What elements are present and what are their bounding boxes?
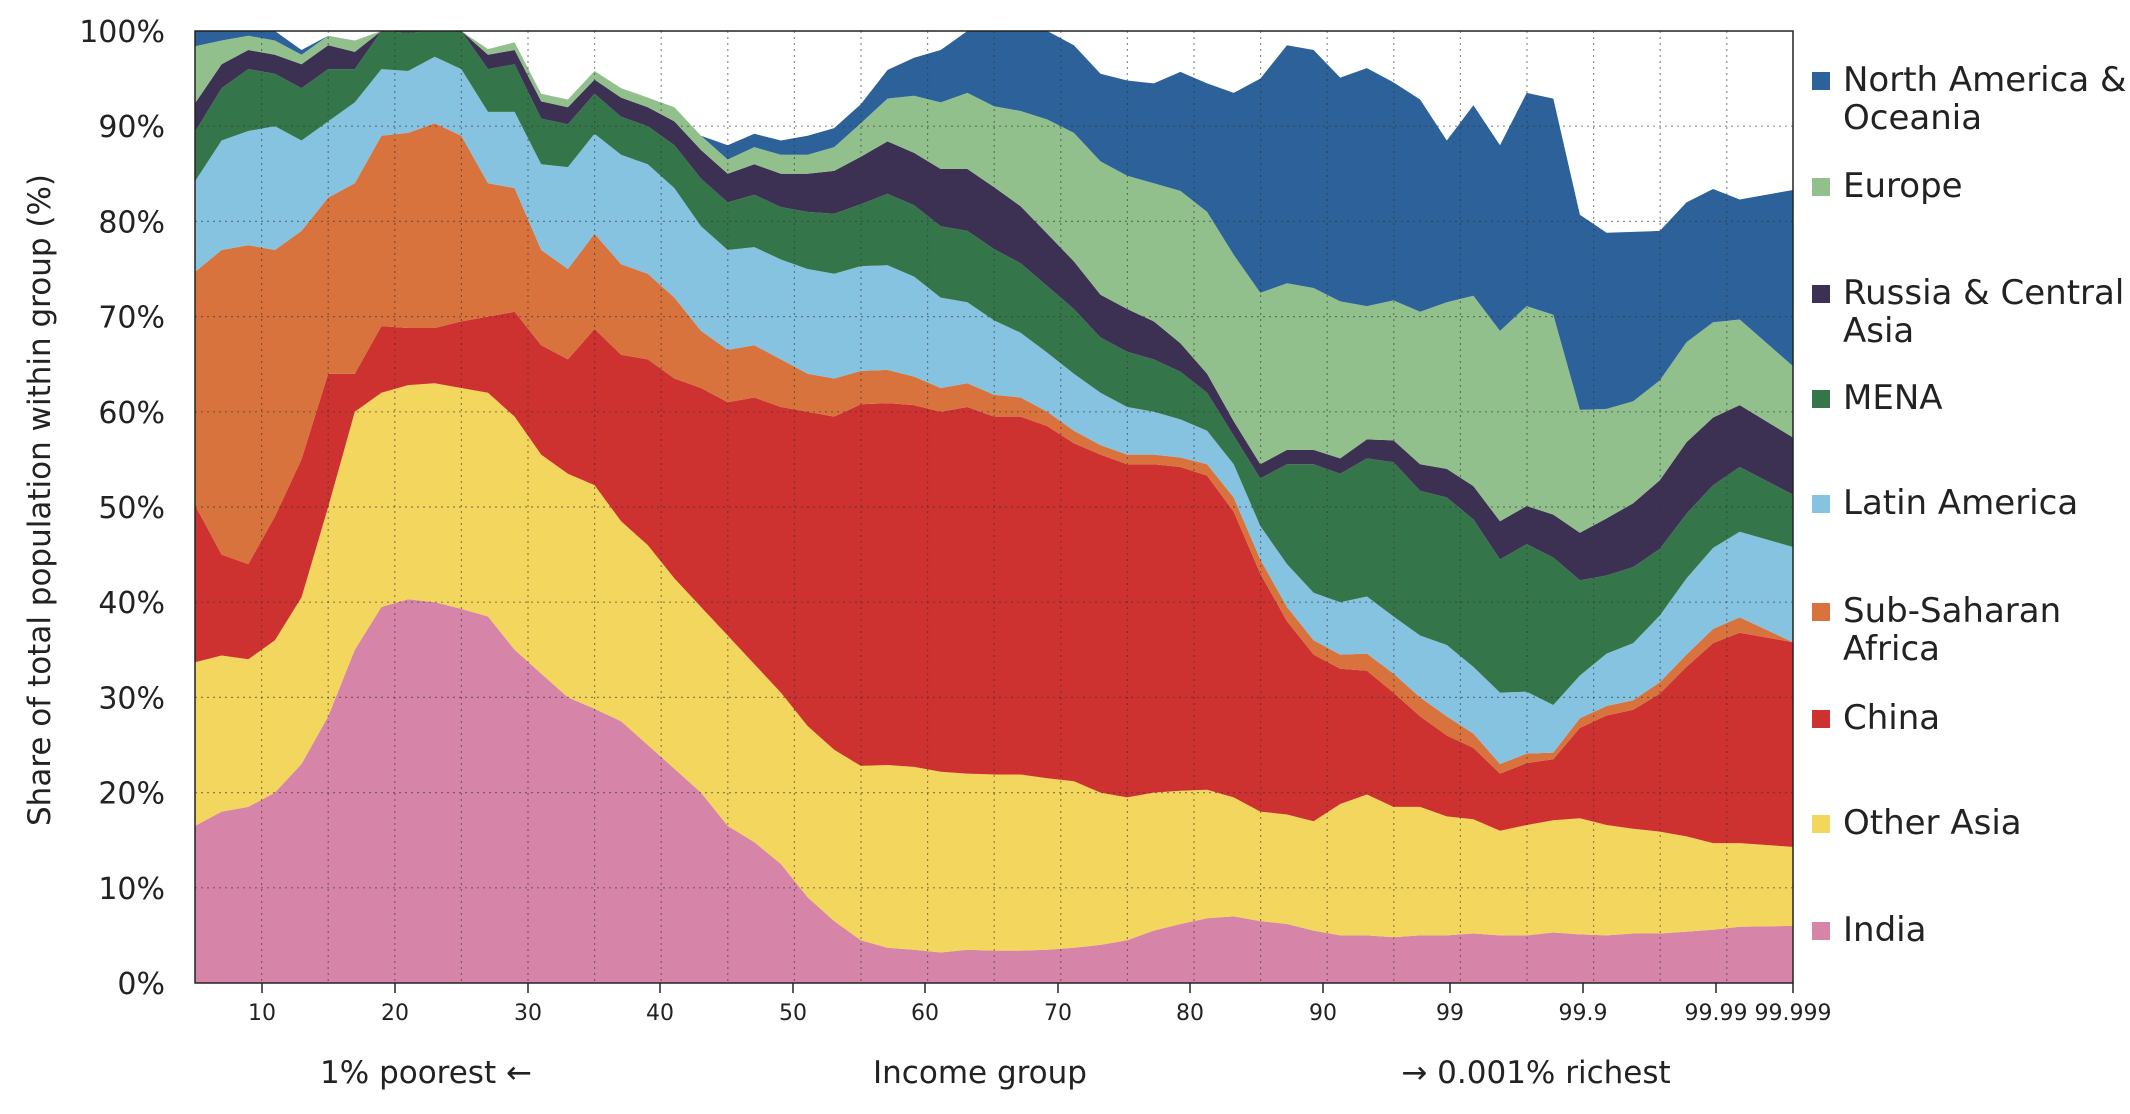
legend-label-china: China — [1843, 698, 1940, 738]
y-axis-title: Share of total population within group (… — [22, 174, 58, 826]
legend-swatch-russia-central-asia — [1812, 285, 1830, 303]
area-europe — [195, 31, 1793, 533]
x-tick-label: 80 — [1176, 1001, 1204, 1026]
legend-swatch-other-asia — [1812, 815, 1830, 833]
x-tick-label: 10 — [248, 1001, 276, 1026]
x-tick-label: 99 — [1436, 1001, 1464, 1026]
x-tick-label: 40 — [646, 1001, 674, 1026]
legend-swatch-mena — [1812, 390, 1830, 408]
area-russia-central-asia — [195, 31, 1793, 581]
x-tick-label: 99.99 — [1685, 1001, 1748, 1026]
legend-swatch-india — [1812, 922, 1830, 940]
x-note-richest: → 0.001% richest — [1401, 1055, 1670, 1091]
x-note-poorest: 1% poorest ← — [320, 1055, 532, 1091]
y-tick-label: 90% — [98, 110, 165, 145]
area-series-group — [195, 31, 1793, 983]
x-tick-label: 70 — [1044, 1001, 1072, 1026]
area-sub-saharan-africa — [195, 123, 1793, 774]
area-latin-america — [195, 56, 1793, 764]
y-tick-label: 30% — [98, 681, 165, 716]
x-tick-labels: 10 20 30 40 50 60 70 80 90 99 99.9 99.99 99.999 — [248, 983, 1831, 1026]
legend-label-mena: MENA — [1843, 378, 1943, 418]
legend-swatch-china — [1812, 710, 1830, 728]
gridlines — [195, 31, 1793, 983]
area-other-asia — [195, 383, 1793, 953]
x-tick-label: 99.9 — [1559, 1001, 1608, 1026]
x-tick-label: 50 — [779, 1001, 807, 1026]
plot-frame — [194, 30, 1794, 984]
y-tick-label: 60% — [98, 396, 165, 431]
y-tick-label: 80% — [98, 205, 165, 240]
legend: North America & Oceania Europe Russia & Cen… — [1812, 60, 2126, 950]
x-axis-title: Income group — [873, 1055, 1087, 1091]
x-tick-label: 99.999 — [1755, 1001, 1832, 1026]
x-tick-label: 20 — [381, 1001, 409, 1026]
legend-label-sub-saharan-africa: Sub-Saharan Africa — [1843, 591, 2061, 669]
x-tick-label: 30 — [514, 1001, 542, 1026]
y-tick-label: 40% — [98, 586, 165, 621]
legend-swatch-sub-saharan-africa — [1812, 603, 1830, 621]
legend-label-north-america-oceania: North America & Oceania — [1843, 60, 2126, 138]
x-tick-label: 90 — [1309, 1001, 1337, 1026]
legend-swatch-north-america-oceania — [1812, 72, 1830, 90]
y-tick-label: 70% — [98, 301, 165, 336]
y-tick-labels: 0% 10% 20% 30% 40% 50% 60% 70% 80% 90% 100% — [79, 15, 165, 1002]
y-tick-label: 10% — [98, 872, 165, 907]
y-tick-label: 50% — [98, 491, 165, 526]
legend-label-latin-america: Latin America — [1843, 483, 2078, 523]
area-north-america-oceania — [195, 31, 1793, 410]
legend-swatch-europe — [1812, 178, 1830, 196]
legend-swatch-latin-america — [1812, 495, 1830, 513]
area-india — [195, 599, 1793, 983]
y-tick-label: 100% — [79, 15, 165, 50]
legend-label-india: India — [1843, 910, 1926, 950]
y-tick-label: 20% — [98, 777, 165, 812]
x-tick-label: 60 — [911, 1001, 939, 1026]
y-tick-label: 0% — [117, 967, 165, 1002]
legend-label-russia-central-asia: Russia & Central Asia — [1843, 273, 2124, 351]
legend-label-europe: Europe — [1843, 166, 1963, 206]
legend-label-other-asia: Other Asia — [1843, 803, 2022, 843]
